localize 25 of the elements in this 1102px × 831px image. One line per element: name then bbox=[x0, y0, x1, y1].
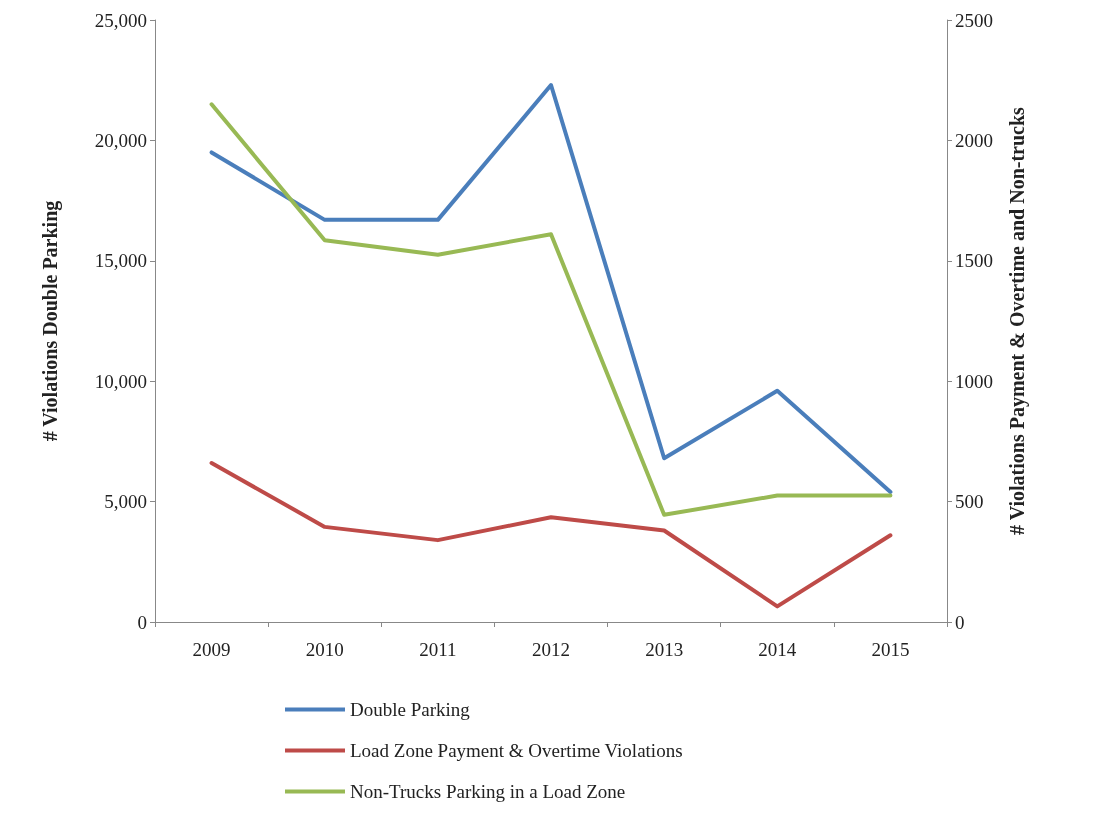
line-series bbox=[209, 461, 893, 609]
y2-tick-label: 500 bbox=[955, 491, 984, 513]
x-tick-label: 2015 bbox=[871, 639, 910, 660]
y-tick-label: 0 bbox=[137, 611, 147, 633]
x-tick-label: 2013 bbox=[645, 639, 684, 660]
x-tick-label: 2011 bbox=[419, 639, 457, 660]
legend-label: Load Zone Payment & Overtime Violations bbox=[350, 740, 683, 761]
y2-tick-label: 2500 bbox=[955, 9, 993, 31]
x-tick-label: 2014 bbox=[758, 639, 797, 660]
legend-label: Non-Trucks Parking in a Load Zone bbox=[350, 781, 626, 802]
x-tick-label: 2012 bbox=[532, 639, 570, 660]
y2-tick-label: 1500 bbox=[955, 250, 993, 272]
legend-label: Double Parking bbox=[350, 699, 471, 720]
x-tick-label: 2009 bbox=[192, 639, 231, 660]
y2-tick-label: 0 bbox=[955, 611, 965, 633]
y2-axis-title: # Violations Payment & Overtime and Non-trucks bbox=[1006, 106, 1029, 535]
y-tick-label: 5,000 bbox=[104, 491, 147, 513]
y-axis-title: # Violations Double Parking bbox=[39, 200, 62, 442]
y2-tick-label: 1000 bbox=[955, 370, 993, 392]
y-tick-label: 25,000 bbox=[94, 9, 147, 31]
y2-tick-label: 2000 bbox=[955, 129, 993, 151]
x-tick-label: 2010 bbox=[305, 639, 344, 660]
y-tick-label: 10,000 bbox=[94, 370, 147, 392]
y-tick-label: 20,000 bbox=[94, 129, 147, 151]
y-tick-label: 15,000 bbox=[94, 250, 147, 272]
